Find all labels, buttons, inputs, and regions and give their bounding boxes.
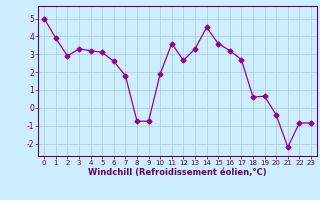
X-axis label: Windchill (Refroidissement éolien,°C): Windchill (Refroidissement éolien,°C) [88,168,267,177]
